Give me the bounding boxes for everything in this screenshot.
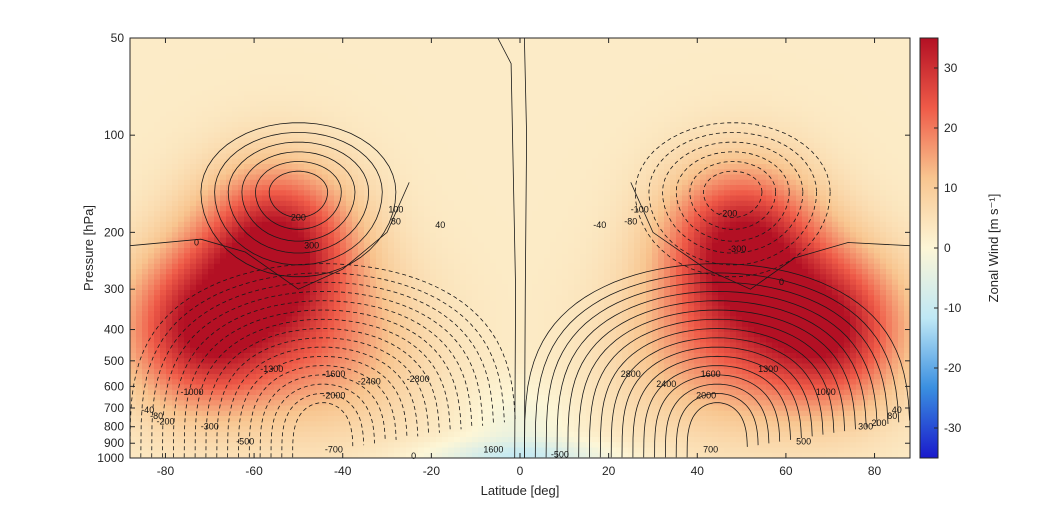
y-tick-label: 700: [104, 401, 124, 415]
colorbar-tick-label: 10: [944, 181, 958, 195]
contour-label: -500: [236, 437, 254, 447]
contour-label: -2400: [358, 377, 381, 387]
y-axis-label: Pressure [hPa]: [81, 205, 96, 291]
contour-label: 1000: [816, 387, 836, 397]
contour-label: -2800: [407, 374, 430, 384]
x-tick-label: 80: [868, 464, 882, 478]
contour-label: -2000: [322, 390, 345, 400]
contour-label: -80: [150, 411, 163, 421]
contour-label: 1600: [483, 444, 503, 454]
contour-label: 500: [796, 437, 811, 447]
contour-label: -1600: [322, 369, 345, 379]
contour-label: 40: [435, 220, 445, 230]
contour-label: -40: [593, 220, 606, 230]
contour-label: 2800: [621, 369, 641, 379]
contour-label: -700: [325, 444, 343, 454]
contour-label: 0: [194, 238, 199, 248]
x-tick-label: 20: [602, 464, 616, 478]
contour-label: -80: [624, 216, 637, 226]
x-tick-label: 60: [779, 464, 793, 478]
y-tick-label: 500: [104, 354, 124, 368]
y-tick-label: 800: [104, 420, 124, 434]
contour-label: 2400: [656, 379, 676, 389]
x-axis-label: Latitude [deg]: [481, 483, 560, 498]
contour-label: -1300: [260, 364, 283, 374]
y-tick-label: 200: [104, 225, 124, 239]
contour-label: 100: [388, 205, 403, 215]
colorbar-tick-label: -20: [944, 361, 962, 375]
contour-label: 200: [871, 418, 886, 428]
wind-heatmap: [130, 38, 910, 458]
y-tick-label: 50: [111, 31, 125, 45]
colorbar-tick-label: -30: [944, 421, 962, 435]
contour-label: 300: [858, 422, 873, 432]
x-tick-label: 40: [691, 464, 705, 478]
streamfunction-contours: [130, 38, 910, 458]
contour-label: 0: [779, 277, 784, 287]
y-tick-label: 600: [104, 379, 124, 393]
contour-label: 0: [411, 451, 416, 461]
colorbar-tick-label: 0: [944, 241, 951, 255]
contour-label: -40: [141, 405, 154, 415]
x-tick-label: -80: [157, 464, 175, 478]
contour-label: -300: [201, 422, 219, 432]
y-tick-label: 1000: [97, 451, 124, 465]
x-axis: -80 -60 -40 -20 0 20 40 60 80: [157, 38, 882, 478]
contour-label: 80: [887, 411, 897, 421]
contour-label: -200: [156, 416, 174, 426]
colorbar-tick-label: -10: [944, 301, 962, 315]
contour-label: -500: [551, 450, 569, 460]
contour-label: 40: [892, 405, 902, 415]
x-tick-label: -20: [423, 464, 441, 478]
contour-label: -1000: [180, 387, 203, 397]
colorbar-tick-label: 30: [944, 61, 958, 75]
contour-label: 700: [703, 444, 718, 454]
x-tick-label: -60: [245, 464, 263, 478]
contour-label: 200: [291, 213, 306, 223]
contour-label: 1300: [758, 364, 778, 374]
y-tick-label: 100: [104, 128, 124, 142]
colorbar-label: Zonal Wind [m s⁻¹]: [986, 194, 1001, 303]
contour-label: 300: [304, 241, 319, 251]
contour-label: 1600: [701, 369, 721, 379]
contour-label: -100: [631, 205, 649, 215]
x-tick-label: -40: [334, 464, 352, 478]
y-tick-label: 900: [104, 436, 124, 450]
contour-label: 80: [391, 216, 401, 226]
y-tick-label: 400: [104, 323, 124, 337]
contour-label: 2000: [696, 390, 716, 400]
contour-label: -300: [728, 244, 746, 254]
contour-label: -200: [719, 209, 737, 219]
colorbar-tick-label: 20: [944, 121, 958, 135]
y-tick-label: 300: [104, 282, 124, 296]
x-tick-label: 0: [517, 464, 524, 478]
colorbar-ticks: 30 20 10 0 -10 -20 -30: [934, 61, 962, 435]
